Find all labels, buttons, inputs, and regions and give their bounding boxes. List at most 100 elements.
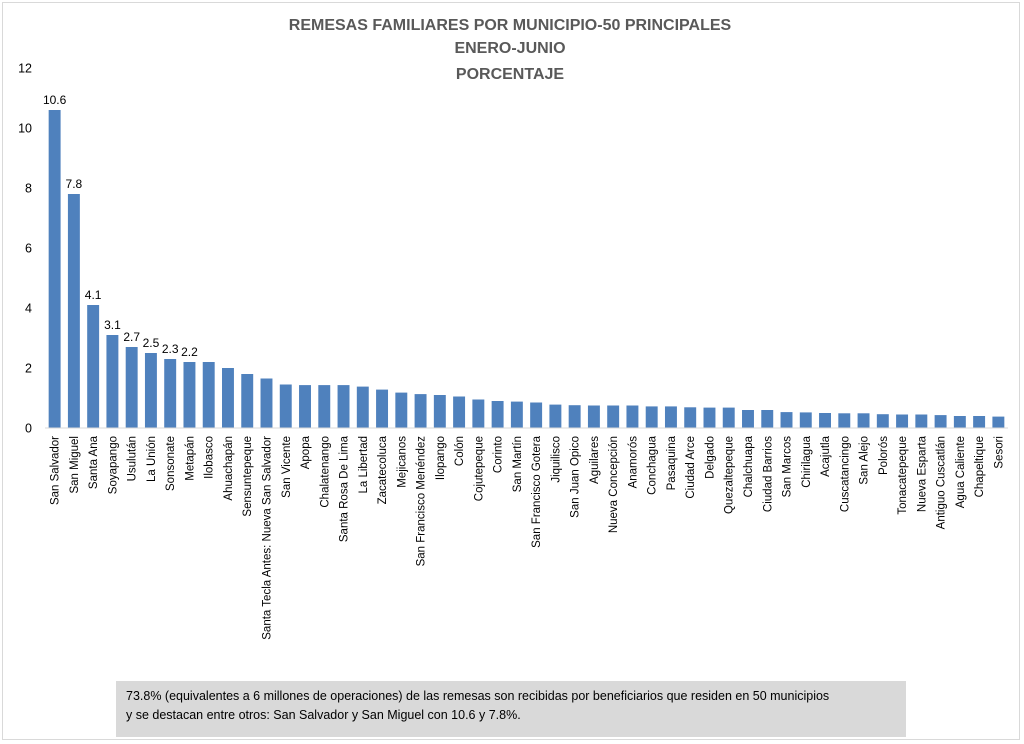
note-line-1: 73.8% (equivalentes a 6 millones de oper… xyxy=(126,689,830,703)
bar xyxy=(299,385,311,428)
data-label: 2.3 xyxy=(162,342,179,356)
x-tick-label: Metapán xyxy=(184,436,196,481)
bar xyxy=(472,399,485,428)
bar xyxy=(279,384,292,428)
x-tick-label: Sesori xyxy=(993,436,1005,469)
bar xyxy=(973,416,986,428)
data-label: 10.6 xyxy=(43,93,67,107)
x-tick-label: La Unión xyxy=(146,436,158,482)
x-tick-label: San Marcos xyxy=(782,436,794,498)
bar xyxy=(799,412,812,428)
x-tick-label: Pasaquina xyxy=(666,435,678,490)
y-tick-label: 0 xyxy=(25,422,32,436)
bar xyxy=(549,404,562,428)
x-tick-label: San Martín xyxy=(512,436,524,492)
bar xyxy=(241,374,254,428)
x-tick-label: Jiquilisco xyxy=(550,436,562,483)
x-tick-label: Anamorós xyxy=(627,436,639,489)
data-label: 2.5 xyxy=(143,336,160,350)
bar xyxy=(337,385,350,428)
bar xyxy=(202,362,215,428)
x-tick-label: Ahuachapán xyxy=(223,436,235,501)
x-tick-label: Santa Tecla Antes: Nueva San Salvador xyxy=(261,436,273,640)
x-tick-label: Colón xyxy=(454,436,466,466)
bar xyxy=(915,414,928,428)
bar xyxy=(819,413,832,428)
data-label: 2.2 xyxy=(181,345,198,359)
x-tick-label: Nueva Concepción xyxy=(608,436,620,533)
chart-title: REMESAS FAMILIARES POR MUNICIPIO-50 PRIN… xyxy=(289,17,732,83)
x-tick-label: Ilobasco xyxy=(204,436,216,479)
x-tick-label: Chapeltique xyxy=(974,436,986,497)
x-tick-label: La Libertad xyxy=(358,436,370,494)
x-tick-label: Usulután xyxy=(127,436,139,481)
x-tick-label: Aguilares xyxy=(589,436,601,484)
bar xyxy=(453,396,466,428)
y-tick-label: 4 xyxy=(25,302,32,316)
x-tick-label: Apopa xyxy=(300,435,312,469)
x-tick-label: Conchagua xyxy=(647,435,659,494)
x-tick-label: Agua Caliente xyxy=(955,436,967,508)
bar xyxy=(395,392,408,428)
bar xyxy=(221,368,234,428)
bar xyxy=(530,402,543,428)
x-tick-label: Acajutla xyxy=(820,435,832,477)
x-tick-label: Corinto xyxy=(493,436,505,473)
x-tick-label: Polorós xyxy=(878,436,890,475)
y-tick-label: 8 xyxy=(25,182,32,196)
bar xyxy=(607,405,620,428)
bar xyxy=(414,394,427,428)
bar xyxy=(838,413,851,428)
bar xyxy=(376,389,389,428)
x-tick-label: San Vicente xyxy=(281,436,293,498)
x-tick-label: Mejicanos xyxy=(396,436,408,488)
x-tick-label: San Francisco Gotera xyxy=(531,435,543,547)
chart-title-line-3: PORCENTAJE xyxy=(456,66,564,83)
bar xyxy=(433,395,446,428)
bar xyxy=(953,416,966,428)
chart-title-line-2: ENERO-JUNIO xyxy=(454,40,565,57)
x-tick-label: Ilopango xyxy=(435,436,447,480)
x-tick-label: Zacatecoluca xyxy=(377,435,389,504)
x-tick-label: Santa Rosa De Lima xyxy=(339,435,351,542)
bar xyxy=(626,405,639,428)
bar xyxy=(703,407,716,428)
x-tick-label: Nueva Esparta xyxy=(916,435,928,512)
x-tick-label: Cojutepeque xyxy=(473,436,485,501)
bar xyxy=(125,347,138,428)
x-tick-label: San Miguel xyxy=(69,436,81,494)
data-label: 3.1 xyxy=(104,318,121,332)
x-tick-label: San Francisco Menéndez xyxy=(416,436,428,567)
bar xyxy=(183,362,196,428)
bar xyxy=(87,305,100,428)
bar xyxy=(260,378,273,428)
data-label: 2.7 xyxy=(123,330,140,344)
y-tick-label: 10 xyxy=(18,122,32,136)
x-axis: San Salvador San Miguel Santa Ana Soyapango… xyxy=(45,427,1008,640)
data-label: 7.8 xyxy=(66,177,83,191)
chart-title-line-1: REMESAS FAMILIARES POR MUNICIPIO-50 PRIN… xyxy=(289,17,732,34)
bar xyxy=(164,359,177,428)
bar xyxy=(318,385,331,428)
y-tick-label: 12 xyxy=(18,62,32,76)
bar xyxy=(645,406,658,428)
bar xyxy=(780,412,793,428)
note-box: 73.8% (equivalentes a 6 millones de oper… xyxy=(116,681,906,737)
bar xyxy=(587,405,600,428)
bar xyxy=(876,414,889,428)
y-axis: 0 2 4 6 8 10 12 xyxy=(18,62,32,436)
x-tick-label: Santa Ana xyxy=(88,435,100,489)
x-tick-label: Sonsonate xyxy=(165,436,177,491)
bar xyxy=(684,407,697,428)
x-tick-label: San Juan Opico xyxy=(570,436,582,518)
x-tick-label: Tonacatepeque xyxy=(897,436,909,515)
x-tick-label: Chalchuapa xyxy=(743,435,755,497)
bar xyxy=(664,406,677,428)
x-tick-label: Delgado xyxy=(704,436,716,479)
x-tick-label: San Salvador xyxy=(50,436,62,505)
y-tick-label: 6 xyxy=(25,242,32,256)
bar xyxy=(857,413,870,428)
bar xyxy=(144,353,157,428)
data-labels: 10.6 7.8 4.1 3.12.7 2.5 2.3 2.2 xyxy=(43,93,198,359)
